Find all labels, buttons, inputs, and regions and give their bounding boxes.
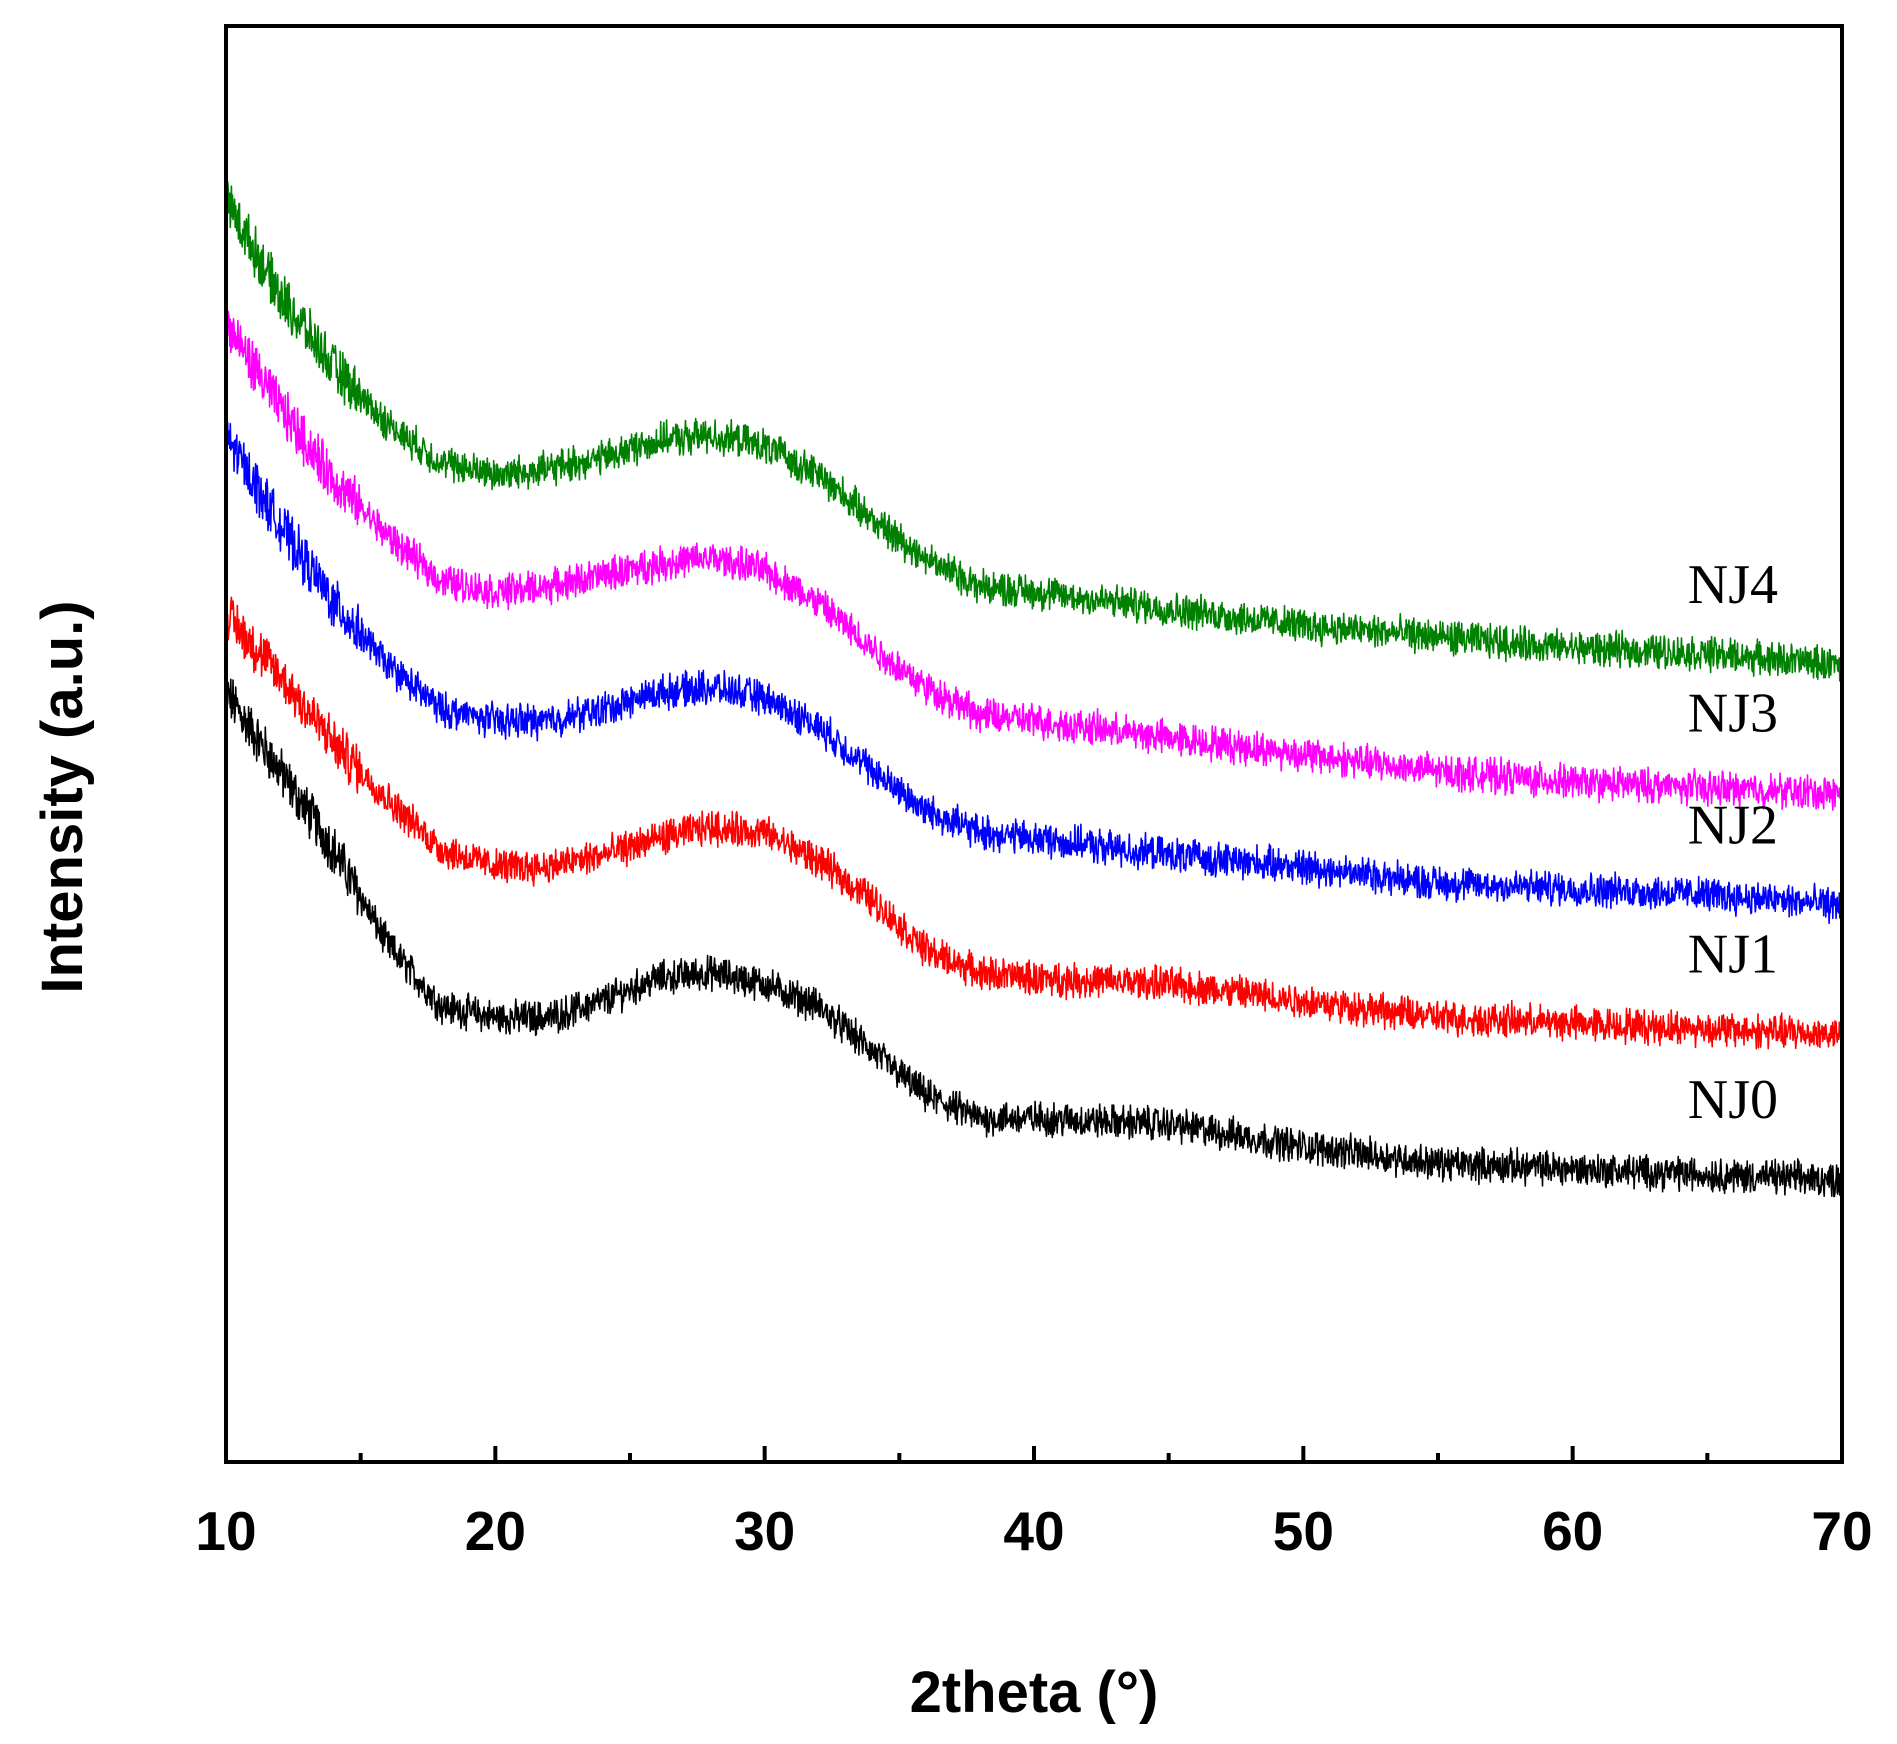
y-axis-title: Intensity (a.u.) bbox=[30, 600, 95, 993]
x-tick-label: 70 bbox=[1811, 1500, 1872, 1562]
series-line-nj3 bbox=[225, 300, 1843, 811]
series-label-nj0: NJ0 bbox=[1688, 1069, 1778, 1131]
x-axis-title: 2theta (°) bbox=[910, 1660, 1159, 1725]
series-line-nj2 bbox=[225, 413, 1843, 925]
x-tick-label: 10 bbox=[195, 1500, 256, 1562]
series-label-nj2: NJ2 bbox=[1688, 795, 1778, 857]
series-label-nj4: NJ4 bbox=[1688, 554, 1778, 616]
x-tick-label: 20 bbox=[465, 1500, 526, 1562]
plot-frame bbox=[224, 24, 1844, 1464]
series-label-nj1: NJ1 bbox=[1688, 923, 1778, 985]
x-tick-label: 60 bbox=[1542, 1500, 1603, 1562]
x-tick-label: 50 bbox=[1273, 1500, 1334, 1562]
series-labels: NJ0 NJ1 NJ2 NJ3 NJ4 bbox=[1688, 554, 1778, 1131]
series-line-nj1 bbox=[225, 596, 1843, 1050]
series-line-nj4 bbox=[225, 180, 1843, 682]
x-tick-label: 30 bbox=[734, 1500, 795, 1562]
series-label-nj3: NJ3 bbox=[1688, 683, 1778, 745]
x-tick-label: 40 bbox=[1003, 1500, 1064, 1562]
series-line-nj0 bbox=[225, 678, 1843, 1198]
plot-area: 10 20 30 40 50 60 70 NJ0 NJ1 NJ2 NJ3 NJ4 bbox=[195, 24, 1873, 1562]
series-group bbox=[225, 180, 1843, 1198]
x-axis-ticks: 10 20 30 40 50 60 70 bbox=[195, 1446, 1873, 1562]
